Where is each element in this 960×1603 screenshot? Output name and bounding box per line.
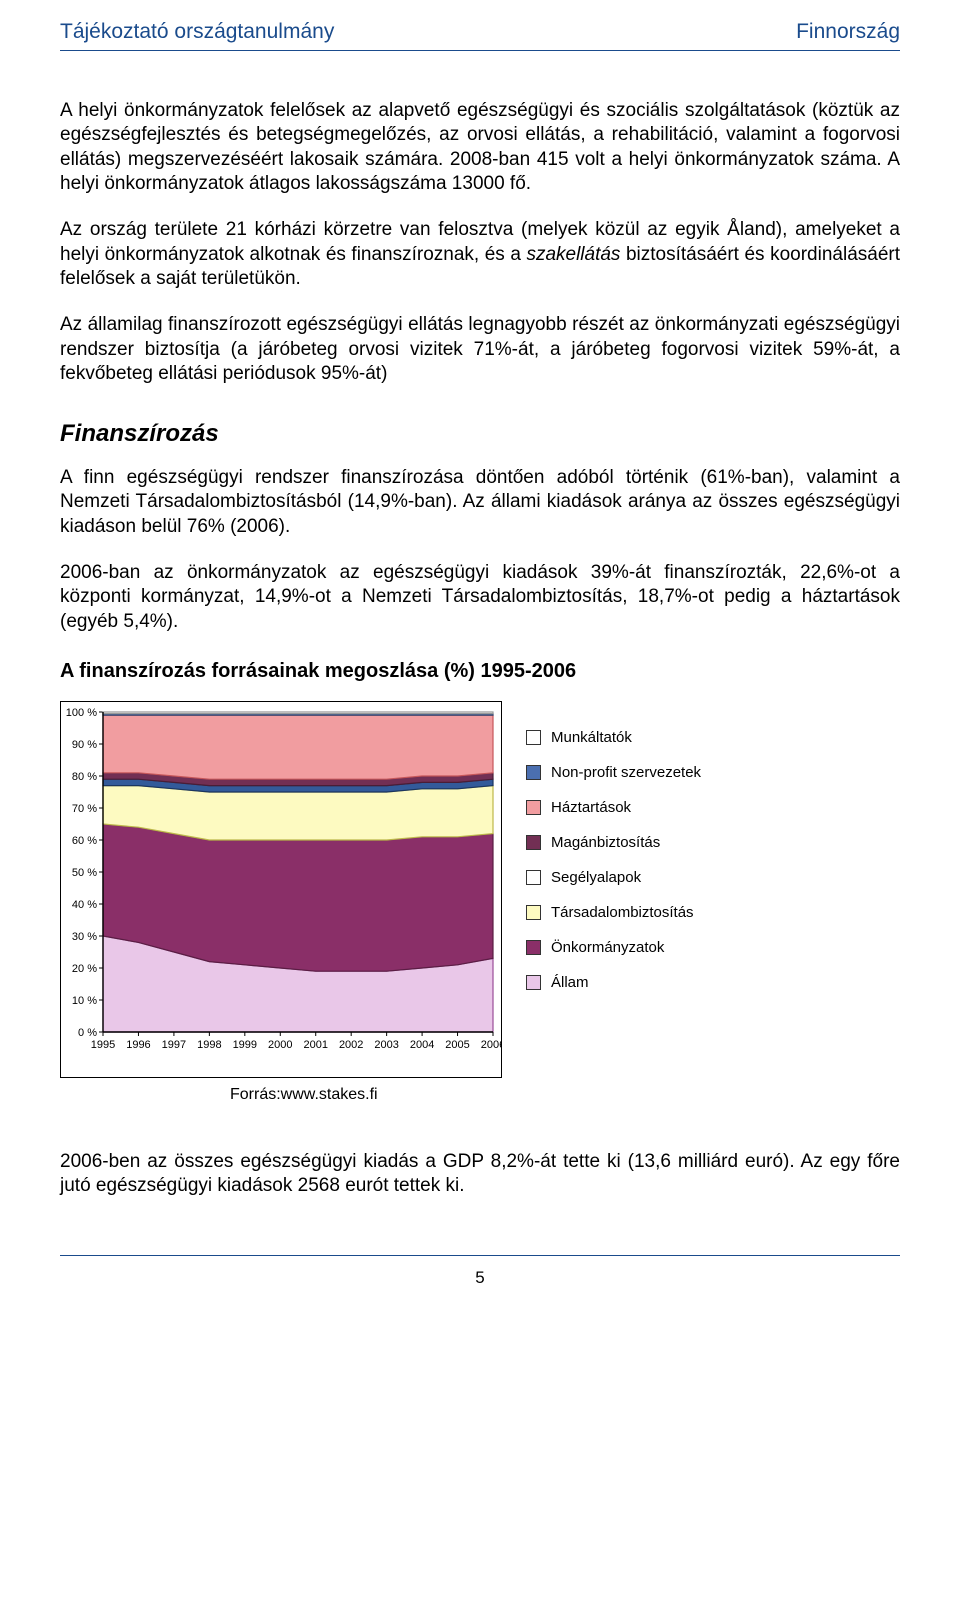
legend-swatch: [526, 835, 541, 850]
svg-text:2000: 2000: [268, 1039, 292, 1051]
legend-label: Non-profit szervezetek: [551, 764, 701, 781]
chart-legend: Munkáltatók Non-profit szervezetek Háztart…: [526, 701, 701, 1009]
legend-label: Magánbiztosítás: [551, 834, 660, 851]
legend-item: Non-profit szervezetek: [526, 764, 701, 781]
legend-label: Önkormányzatok: [551, 939, 664, 956]
svg-text:1996: 1996: [126, 1039, 150, 1051]
stacked-area-chart-svg: 0 % 10 % 20 % 30 % 40 % 50 % 60 % 70 % 80 % 90 % 1…: [61, 702, 501, 1072]
legend-swatch: [526, 940, 541, 955]
svg-text:1999: 1999: [233, 1039, 257, 1051]
paragraph-6: 2006-ben az összes egészségügyi kiadás a…: [60, 1150, 900, 1199]
page-header: Tájékoztató országtanulmány Finnország: [60, 20, 900, 51]
legend-swatch: [526, 975, 541, 990]
legend-swatch: [526, 800, 541, 815]
svg-text:30 %: 30 %: [72, 931, 97, 943]
svg-text:70 %: 70 %: [72, 803, 97, 815]
page-footer: 5: [60, 1255, 900, 1288]
svg-text:100 %: 100 %: [66, 707, 97, 719]
svg-text:10 %: 10 %: [72, 995, 97, 1007]
legend-label: Munkáltatók: [551, 729, 632, 746]
svg-text:1997: 1997: [162, 1039, 186, 1051]
svg-text:50 %: 50 %: [72, 867, 97, 879]
header-left: Tájékoztató országtanulmány: [60, 20, 334, 44]
svg-text:1995: 1995: [91, 1039, 115, 1051]
svg-text:1998: 1998: [197, 1039, 221, 1051]
page-number: 5: [475, 1268, 484, 1287]
legend-swatch: [526, 870, 541, 885]
legend-label: Segélyalapok: [551, 869, 641, 886]
svg-text:2006: 2006: [481, 1039, 501, 1051]
svg-text:2002: 2002: [339, 1039, 363, 1051]
legend-label: Háztartások: [551, 799, 631, 816]
legend-label: Társadalombiztosítás: [551, 904, 694, 921]
paragraph-2: Az ország területe 21 kórházi körzetre v…: [60, 218, 900, 291]
svg-text:2001: 2001: [303, 1039, 327, 1051]
legend-item: Társadalombiztosítás: [526, 904, 701, 921]
legend-item: Háztartások: [526, 799, 701, 816]
svg-text:60 %: 60 %: [72, 835, 97, 847]
paragraph-2-italic: szakellátás: [526, 244, 620, 265]
legend-item: Állam: [526, 974, 701, 991]
legend-item: Segélyalapok: [526, 869, 701, 886]
chart-source: Forrás:www.stakes.fi: [230, 1086, 900, 1104]
svg-text:80 %: 80 %: [72, 771, 97, 783]
paragraph-5: 2006-ban az önkormányzatok az egészségüg…: [60, 561, 900, 634]
paragraph-1: A helyi önkormányzatok felelősek az alap…: [60, 99, 900, 196]
chart-title: A finanszírozás forrásainak megoszlása (…: [60, 660, 900, 683]
svg-text:2004: 2004: [410, 1039, 434, 1051]
section-heading-finance: Finanszírozás: [60, 420, 900, 448]
legend-item: Önkormányzatok: [526, 939, 701, 956]
legend-item: Magánbiztosítás: [526, 834, 701, 851]
svg-text:2003: 2003: [374, 1039, 398, 1051]
svg-text:40 %: 40 %: [72, 899, 97, 911]
svg-text:2005: 2005: [445, 1039, 469, 1051]
header-right: Finnország: [796, 20, 900, 44]
legend-label: Állam: [551, 974, 589, 991]
svg-text:20 %: 20 %: [72, 963, 97, 975]
paragraph-4: A finn egészségügyi rendszer finanszíroz…: [60, 466, 900, 539]
legend-item: Munkáltatók: [526, 729, 701, 746]
svg-text:0 %: 0 %: [78, 1027, 97, 1039]
funding-share-chart: 0 % 10 % 20 % 30 % 40 % 50 % 60 % 70 % 80 % 90 % 1…: [60, 701, 502, 1078]
legend-swatch: [526, 765, 541, 780]
legend-swatch: [526, 905, 541, 920]
paragraph-3: Az államilag finanszírozott egészségügyi…: [60, 313, 900, 386]
svg-text:90 %: 90 %: [72, 739, 97, 751]
legend-swatch: [526, 730, 541, 745]
